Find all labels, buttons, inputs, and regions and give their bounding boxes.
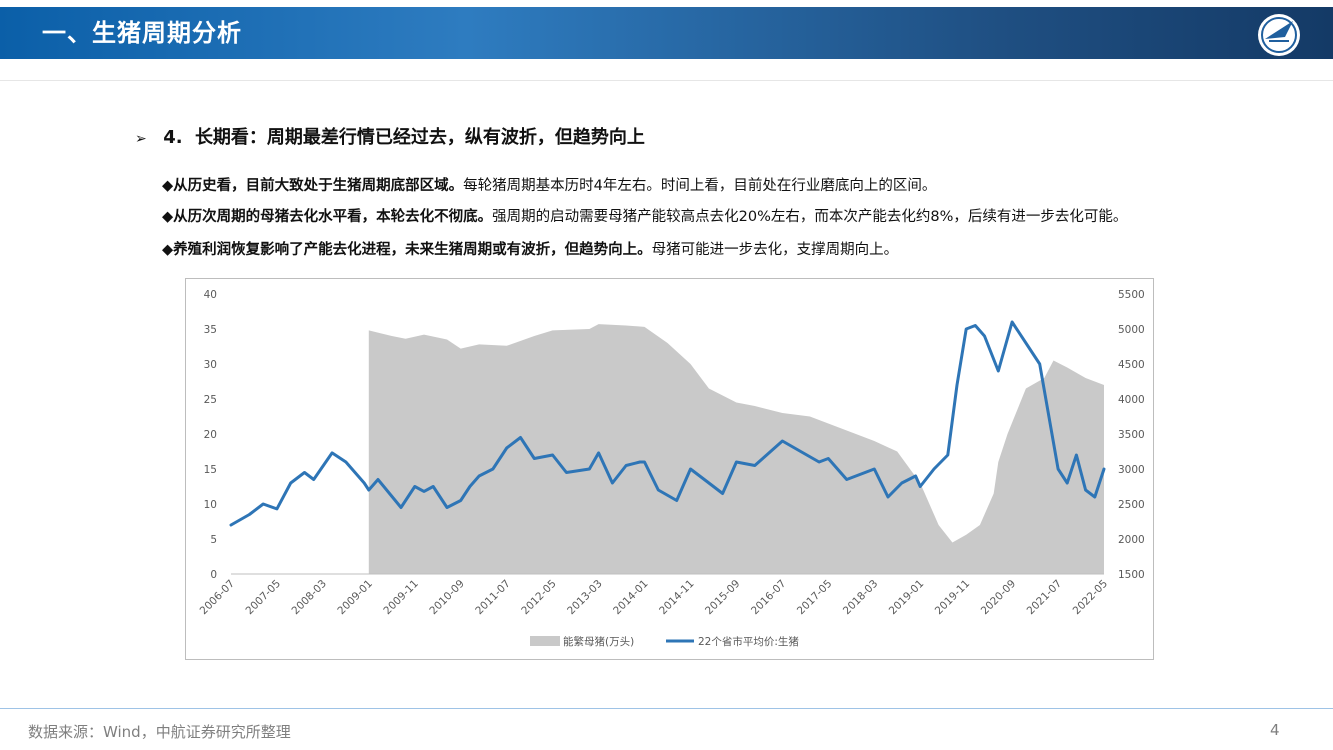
y-left-tick-label: 0 [210,569,217,581]
y-right-tick-label: 1500 [1118,569,1145,581]
footer-divider [0,708,1333,709]
subtitle-number: 4. [163,127,183,148]
bullet-text: 母猪可能进一步去化，支撑周期向上。 [651,242,899,258]
page-title: 一、生猪周期分析 [42,19,242,47]
y-right-tick-label: 2000 [1118,534,1145,546]
avic-logo-icon [1258,14,1300,56]
bullet-sow-destocking: ◆从历次周期的母猪去化水平看，本轮去化不彻底。强周期的启动需要母猪产能较高点去化… [162,206,1127,228]
bullet-marker: ◆ [162,178,174,194]
x-tick-label: 2008-03 [290,578,330,618]
bullet-bold-text: 从历史看，目前大致处于生猪周期底部区域。 [173,178,464,194]
y-left-tick-label: 25 [204,394,217,406]
sow-inventory-area [368,324,1104,574]
bullet-history: ◆从历史看，目前大致处于生猪周期底部区域。每轮猪周期基本历时4年左右。时间上看，… [162,175,936,197]
legend-label-price: 22个省市平均价:生猪 [698,635,799,648]
x-tick-label: 2010-09 [427,578,467,618]
x-tick-label: 2020-09 [979,578,1019,618]
x-tick-label: 2018-03 [841,578,881,618]
y-left-tick-label: 30 [204,359,217,371]
y-left-tick-label: 20 [204,429,217,441]
bullet-marker: ◆ [162,242,174,258]
x-tick-label: 2019-01 [887,578,927,618]
y-left-tick-label: 5 [210,534,217,546]
section-subtitle: ➢ 4. 长期看：周期最差行情已经过去，纵有波折，但趋势向上 [135,126,645,151]
y-right-tick-label: 4000 [1118,394,1145,406]
x-tick-label: 2014-01 [611,578,651,618]
y-left-tick-label: 35 [204,324,217,336]
x-tick-label: 2017-05 [795,578,835,618]
data-source-note: 数据来源：Wind，中航证券研究所整理 [28,723,291,741]
bullet-text: 强周期的启动需要母猪产能较高点去化20%左右，而本次产能去化约8%，后续有进一步… [492,209,1128,225]
x-tick-label: 2014-11 [657,578,697,618]
bullet-bold-text: 从历次周期的母猪去化水平看，本轮去化不彻底。 [173,209,493,225]
x-tick-label: 2016-07 [749,578,789,618]
x-tick-label: 2009-01 [335,578,375,618]
y-right-tick-label: 3000 [1118,464,1145,476]
y-right-tick-label: 5000 [1118,324,1145,336]
bullet-bold-text: 养殖利润恢复影响了产能去化进程，未来生猪周期或有波折，但趋势向上。 [173,242,652,258]
legend-swatch-sow [530,636,560,646]
bullet-marker: ◆ [162,209,174,225]
x-tick-label: 2012-05 [519,578,559,618]
hog-price-line [229,320,1106,527]
x-tick-label: 2022-05 [1071,578,1111,618]
chart-canvas: 0 5 10 15 20 25 30 35 40 1500 2000 2500 3000 3500 4000… [198,289,1145,648]
subtitle-text: 长期看：周期最差行情已经过去，纵有波折，但趋势向上 [194,127,645,148]
x-tick-label: 2021-07 [1025,578,1065,618]
x-tick-label: 2015-09 [703,578,743,618]
y-right-tick-label: 3500 [1118,429,1145,441]
legend-label-sow: 能繁母猪(万头) [563,635,634,648]
page-number: 4 [1270,721,1280,739]
x-tick-label: 2019-11 [933,578,973,618]
y-right-tick-label: 2500 [1118,499,1145,511]
header-divider [0,80,1333,81]
y-right-tick-label: 5500 [1118,289,1145,301]
bullet-text: 每轮猪周期基本历时4年左右。时间上看，目前处在行业磨底向上的区间。 [463,178,937,194]
bullet-profit-recovery: ◆养殖利润恢复影响了产能去化进程，未来生猪周期或有波折，但趋势向上。母猪可能进一… [162,239,898,261]
x-tick-label: 2011-07 [473,578,513,618]
header-bar: 一、生猪周期分析 [0,7,1333,59]
x-tick-label: 2007-05 [244,578,284,618]
y-right-tick-label: 4500 [1118,359,1145,371]
x-tick-label: 2006-07 [198,578,238,618]
y-left-tick-label: 15 [204,464,217,476]
x-tick-label: 2009-11 [381,578,421,618]
arrow-bullet-icon: ➢ [135,131,147,147]
y-left-tick-label: 40 [204,289,217,301]
x-tick-label: 2013-03 [565,578,605,618]
hog-cycle-chart: 0 5 10 15 20 25 30 35 40 1500 2000 2500 3000 3500 4000… [185,278,1154,660]
y-left-tick-label: 10 [204,499,217,511]
